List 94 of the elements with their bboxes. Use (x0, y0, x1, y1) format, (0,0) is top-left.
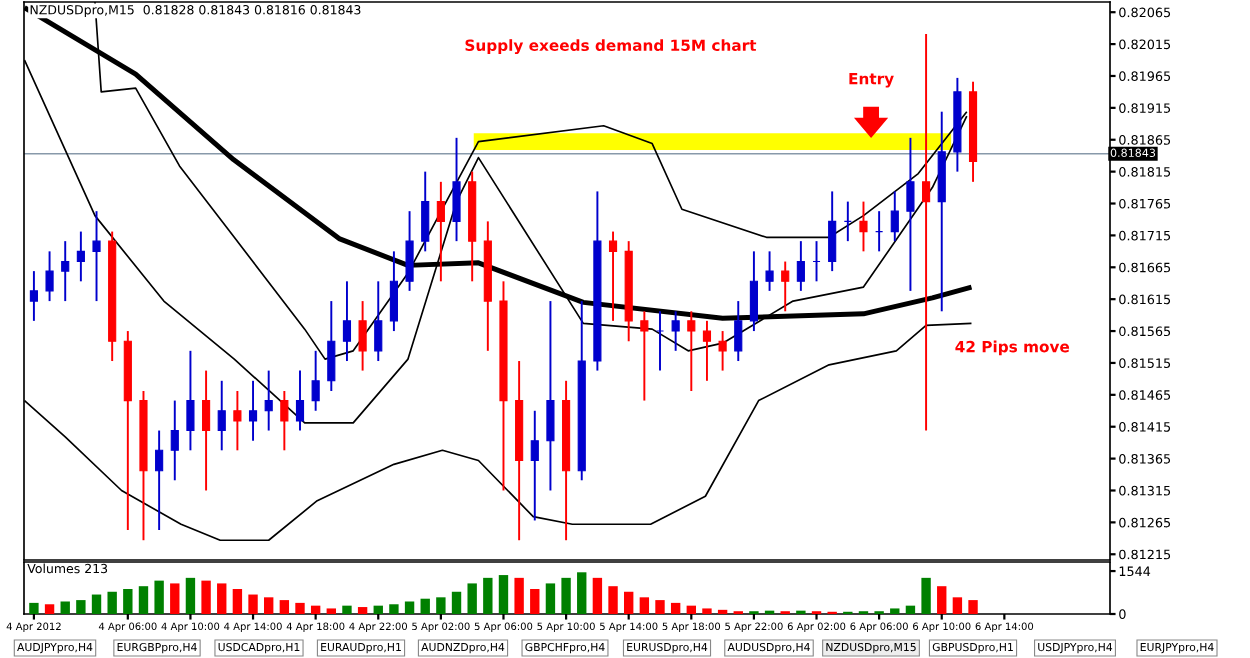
bar (561, 577, 571, 614)
candlestick (687, 310, 696, 392)
candlestick (796, 240, 805, 292)
bar (91, 594, 102, 614)
bar (514, 577, 524, 614)
candlestick (29, 270, 38, 322)
candlestick (436, 180, 445, 283)
bar (404, 601, 415, 614)
bar (467, 583, 477, 614)
candlestick (640, 310, 649, 402)
bar (60, 601, 70, 614)
candlestick (264, 369, 273, 432)
candlestick (718, 330, 727, 372)
candlestick (452, 136, 461, 243)
bar (545, 583, 556, 614)
candlestick (828, 190, 837, 273)
bar (451, 591, 462, 614)
bar (264, 597, 274, 614)
bar (44, 604, 55, 614)
bar (639, 597, 650, 614)
bar (952, 597, 963, 614)
bar (670, 602, 681, 614)
candlestick (890, 190, 899, 243)
candlestick (295, 369, 305, 432)
candlestick (170, 399, 179, 482)
candlestick (922, 32, 931, 432)
candlestick (405, 210, 414, 292)
bar (686, 605, 696, 614)
candlestick (530, 409, 539, 522)
candlestick (374, 280, 383, 362)
bar (154, 580, 164, 614)
bar (373, 605, 383, 614)
bar (279, 600, 290, 614)
candlestick (92, 210, 101, 303)
bar (498, 575, 509, 614)
candlestick (280, 390, 289, 452)
bar (123, 588, 133, 614)
candlestick (248, 379, 258, 442)
candlestick (327, 300, 336, 392)
bar (624, 591, 634, 614)
bar (310, 605, 321, 614)
candlestick (233, 390, 242, 452)
bar (357, 607, 368, 614)
bar (905, 605, 916, 614)
bar (232, 588, 243, 614)
candlestick (765, 250, 774, 292)
bar (483, 577, 493, 614)
bar (295, 602, 305, 614)
bar (420, 598, 430, 614)
candlestick (608, 230, 618, 322)
bar (702, 608, 712, 614)
candlestick (389, 250, 398, 333)
candlestick (61, 240, 70, 303)
candlestick (906, 136, 915, 292)
bar (76, 600, 86, 614)
candlestick (186, 349, 195, 452)
candlestick (45, 250, 54, 303)
bar (217, 583, 227, 614)
candlestick (749, 250, 758, 333)
candlestick (217, 379, 226, 452)
candlestick (859, 200, 868, 253)
bar (921, 577, 931, 614)
candlestick (671, 310, 680, 352)
candlestick (655, 310, 665, 372)
bar (29, 602, 39, 614)
bar (655, 600, 665, 614)
bar (185, 577, 196, 614)
candlestick (546, 300, 555, 492)
bar (608, 586, 618, 614)
bar (326, 608, 336, 614)
bar (170, 583, 180, 614)
candlestick (202, 369, 211, 492)
candlestick (702, 319, 712, 382)
candlestick (734, 300, 743, 362)
candlestick (76, 230, 85, 283)
bar (577, 572, 587, 614)
bar (248, 594, 258, 614)
candlestick (342, 280, 352, 362)
candlestick (421, 170, 430, 253)
bar (968, 600, 978, 614)
bar (389, 604, 399, 614)
bar (592, 577, 603, 614)
candlestick (358, 300, 367, 372)
bar (201, 580, 211, 614)
bar (530, 588, 540, 614)
candlestick (311, 349, 320, 412)
bar (890, 608, 900, 614)
bar (436, 597, 446, 614)
candlestick (155, 429, 164, 531)
bar (138, 586, 149, 614)
bar (342, 605, 352, 614)
bar (107, 591, 117, 614)
candlestick (781, 260, 790, 313)
bar (937, 586, 947, 614)
